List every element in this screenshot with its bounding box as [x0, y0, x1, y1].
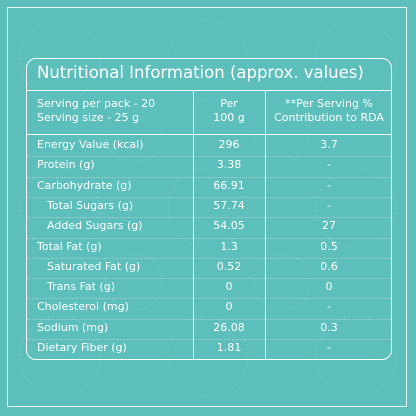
per-100g-value: 0	[225, 280, 233, 294]
serving-per-pack: Serving per pack - 20	[37, 97, 156, 110]
serving-size: Serving size - 25 g	[37, 111, 140, 124]
per-100g-value: 26.08	[213, 320, 245, 334]
per-header: 100 g	[213, 111, 245, 124]
nutrient-name: Protein (g)	[37, 158, 95, 172]
per-100g-value: 1.81	[216, 341, 242, 354]
row-divider	[27, 339, 391, 340]
nutrient-name: Cholesterol (mg)	[37, 300, 129, 314]
rda-value: 27	[322, 219, 336, 233]
per-header: Per	[220, 97, 238, 110]
row-divider	[27, 237, 391, 239]
row-divider	[27, 257, 391, 259]
divider	[27, 90, 391, 91]
row-divider	[27, 176, 391, 178]
rda-value: -	[327, 300, 331, 314]
divider	[27, 134, 391, 135]
column-divider	[265, 90, 266, 359]
per-100g-value: 0.52	[216, 259, 242, 273]
row-divider	[27, 156, 391, 158]
rda-value: -	[327, 158, 331, 172]
nutrient-name: Dietary Fiber (g)	[37, 341, 127, 354]
nutrient-name: Energy Value (kcal)	[37, 138, 144, 151]
row-divider	[27, 217, 391, 219]
rda-value: -	[327, 198, 331, 212]
rda-value: 0	[325, 280, 333, 294]
nutrient-name: Sodium (mg)	[37, 320, 109, 334]
per-100g-value: 296	[218, 138, 240, 151]
row-divider	[27, 196, 391, 198]
outer-frame	[7, 7, 407, 407]
per-100g-value: 66.91	[213, 178, 245, 192]
nutrient-name: Total Sugars (g)	[47, 198, 134, 212]
nutrient-name: Total Fat (g)	[37, 239, 102, 253]
table-panel: Nutritional Information (approx. values)…	[26, 58, 392, 360]
rda-value: -	[327, 178, 331, 192]
per-100g-value: 0	[225, 300, 233, 314]
row-divider	[27, 278, 391, 280]
rda-value: -	[327, 341, 331, 354]
rda-value: 0.6	[320, 259, 338, 273]
per-100g-value: 54.05	[213, 219, 245, 233]
per-100g-value: 57.74	[213, 198, 245, 212]
rda-value: 0.3	[320, 320, 338, 334]
title: Nutritional Information (approx. values)	[37, 63, 364, 82]
nutrient-name: Saturated Fat (g)	[47, 259, 141, 273]
nutrient-name: Trans Fat (g)	[47, 280, 115, 294]
rda-value: 0.5	[320, 239, 338, 253]
rda-header: **Per Serving %	[285, 97, 373, 110]
rda-value: 3.7	[320, 138, 338, 151]
row-divider	[27, 298, 391, 300]
column-divider	[193, 90, 194, 359]
row-divider	[27, 318, 391, 320]
per-100g-value: 3.38	[216, 158, 242, 172]
nutrient-name: Carbohydrate (g)	[37, 178, 132, 192]
nutrient-name: Added Sugars (g)	[47, 219, 143, 233]
rda-header: Contribution to RDA	[274, 111, 384, 124]
per-100g-value: 1.3	[220, 239, 238, 253]
